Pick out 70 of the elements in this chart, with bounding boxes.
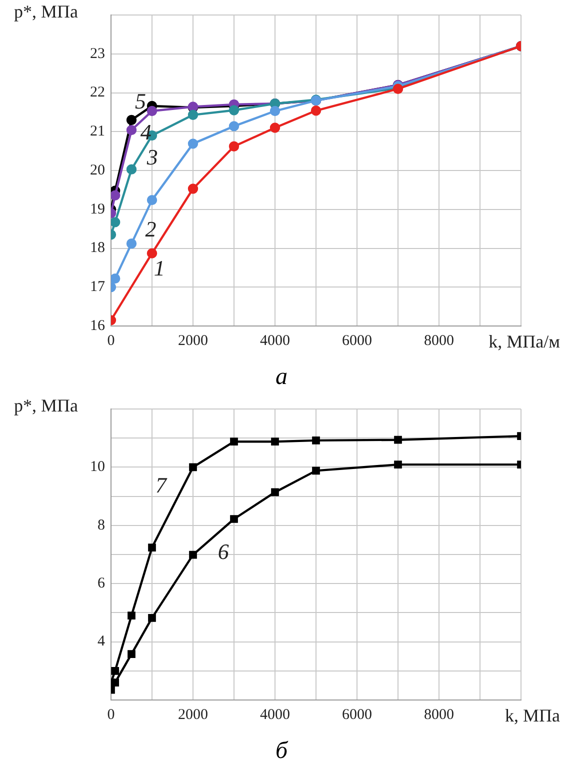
x-tick-label: 2000 <box>178 332 208 349</box>
series-label: 3 <box>146 144 158 170</box>
y-tick-label: 8 <box>98 517 105 534</box>
y-axis-title: p*, МПа <box>14 2 78 22</box>
x-tick-label: 2000 <box>178 706 208 723</box>
point <box>228 141 240 152</box>
point <box>230 438 238 446</box>
y-tick-label: 6 <box>98 576 106 592</box>
point <box>270 122 280 133</box>
point <box>188 138 198 149</box>
y-tick-label: 23 <box>90 46 105 62</box>
series-label: 7 <box>156 472 168 498</box>
y-tick-label: 16 <box>90 318 106 334</box>
x-tick-label: 0 <box>107 706 115 723</box>
point <box>270 106 280 116</box>
x-axis-title: k, МПа/м <box>488 332 560 352</box>
point <box>148 614 156 622</box>
x-tick-label: 8000 <box>424 332 454 349</box>
point <box>111 666 120 675</box>
point <box>271 438 279 446</box>
y-tick-label: 17 <box>90 279 106 296</box>
y-tick-label: 18 <box>90 240 105 256</box>
point <box>146 106 158 116</box>
y-axis-title: p*, МПа <box>14 396 78 416</box>
series-label: 4 <box>140 119 152 144</box>
point <box>189 463 197 472</box>
x-tick-label: 6000 <box>342 332 372 349</box>
y-tick-label: 10 <box>90 459 105 476</box>
point <box>228 121 240 132</box>
x-axis-title: k, МПа <box>505 706 560 726</box>
point <box>230 515 238 523</box>
text: б <box>274 737 290 766</box>
point <box>111 217 120 228</box>
series-label: 2 <box>145 216 156 242</box>
point <box>126 164 137 174</box>
point <box>146 194 158 206</box>
y-tick-label: 20 <box>90 162 105 178</box>
point <box>312 436 320 444</box>
point <box>188 110 198 120</box>
point <box>111 273 120 284</box>
point <box>394 436 402 444</box>
series-label: 1 <box>154 255 165 280</box>
point <box>228 105 240 116</box>
point <box>111 190 120 200</box>
y-tick-label: 22 <box>90 84 105 101</box>
point <box>128 612 136 620</box>
text: а <box>274 363 288 392</box>
point <box>189 550 197 559</box>
point <box>146 248 158 258</box>
point <box>394 460 402 469</box>
point <box>126 114 137 126</box>
y-tick-label: 21 <box>90 124 105 140</box>
point <box>312 466 320 475</box>
series-label: 6 <box>218 538 229 564</box>
series-label: 5 <box>135 88 146 114</box>
y-tick-label: 4 <box>98 634 106 650</box>
point <box>271 488 279 496</box>
point <box>310 106 322 116</box>
point <box>148 544 156 552</box>
point <box>111 678 120 686</box>
point <box>128 650 136 658</box>
x-tick-label: 8000 <box>424 706 454 723</box>
point <box>126 124 137 136</box>
point <box>126 238 137 249</box>
x-tick-label: 4000 <box>260 706 290 723</box>
y-tick-label: 19 <box>90 201 105 218</box>
x-tick-label: 4000 <box>260 332 290 349</box>
x-tick-label: 0 <box>107 332 115 349</box>
x-tick-label: 6000 <box>342 706 372 723</box>
point <box>188 184 198 194</box>
